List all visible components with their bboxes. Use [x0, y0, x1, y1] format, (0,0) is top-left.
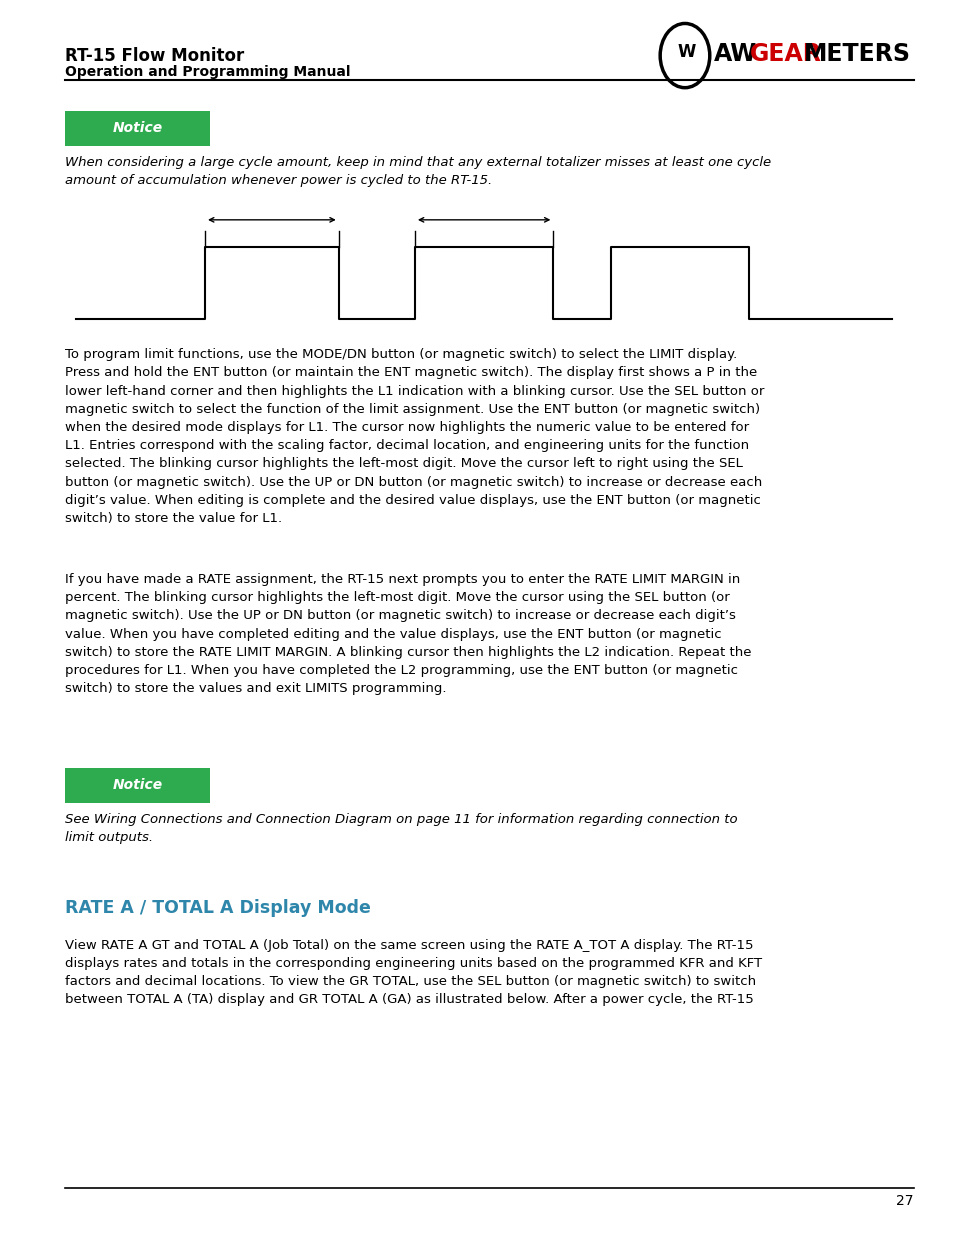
Text: Operation and Programming Manual: Operation and Programming Manual	[65, 65, 350, 79]
Text: GEAR: GEAR	[749, 42, 821, 65]
Text: To program limit functions, use the MODE/DN button (or magnetic switch) to selec: To program limit functions, use the MODE…	[65, 348, 763, 525]
Text: W: W	[677, 43, 695, 62]
Text: RT-15 Flow Monitor: RT-15 Flow Monitor	[65, 47, 244, 65]
Text: Notice: Notice	[112, 121, 162, 136]
Text: If you have made a RATE assignment, the RT-15 next prompts you to enter the RATE: If you have made a RATE assignment, the …	[65, 573, 751, 695]
Text: View RATE A GT and TOTAL A (Job Total) on the same screen using the RATE A_TOT A: View RATE A GT and TOTAL A (Job Total) o…	[65, 939, 761, 1007]
Text: Notice: Notice	[112, 778, 162, 793]
Text: When considering a large cycle amount, keep in mind that any external totalizer : When considering a large cycle amount, k…	[65, 156, 770, 188]
Text: See Wiring Connections and Connection Diagram on page 11 for information regardi: See Wiring Connections and Connection Di…	[65, 813, 737, 845]
Text: RATE A / TOTAL A Display Mode: RATE A / TOTAL A Display Mode	[65, 899, 371, 918]
Bar	[65, 111, 210, 146]
Text: AW: AW	[713, 42, 756, 65]
Text: 27: 27	[896, 1194, 913, 1208]
Bar	[65, 768, 210, 803]
Text: METERS: METERS	[803, 42, 910, 65]
